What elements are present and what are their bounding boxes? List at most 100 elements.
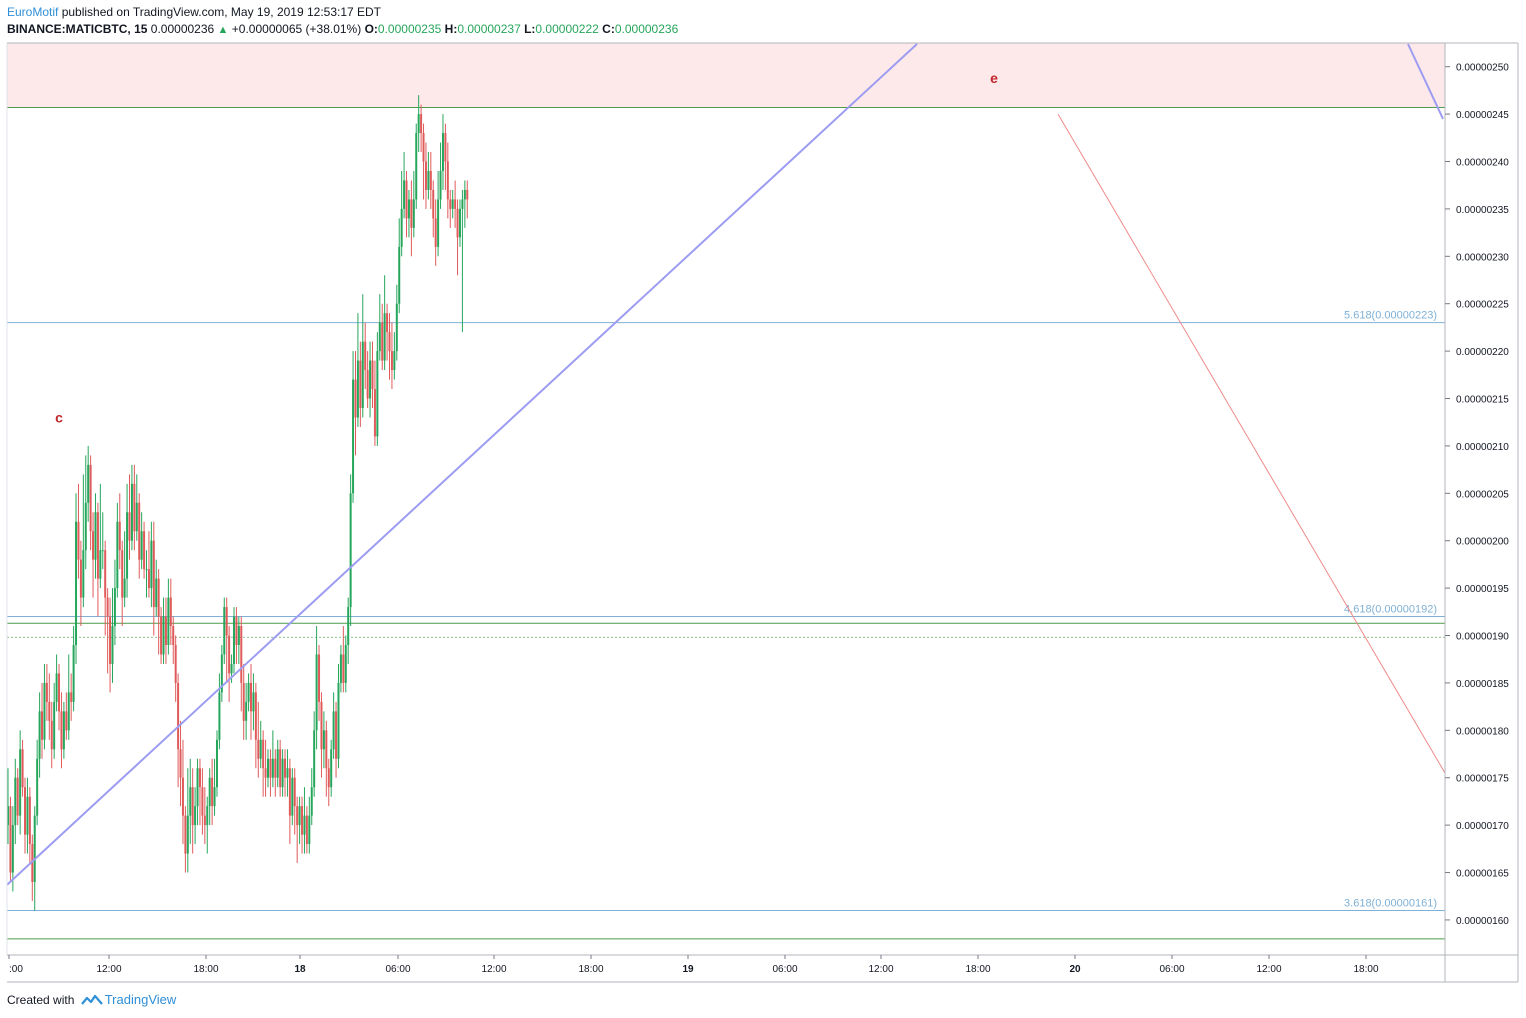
candle-body-down — [446, 161, 449, 200]
candle-body-down — [65, 711, 68, 731]
time-tick-label: 18:00 — [578, 964, 603, 975]
candle-body-up — [55, 673, 58, 702]
descending-trendline — [1407, 43, 1444, 120]
price-tick-label: 0.00000230 — [1456, 252, 1509, 263]
tradingview-logo-icon — [80, 994, 103, 1005]
candle-body-up — [218, 692, 221, 740]
candle-body-up — [383, 313, 386, 361]
price-tick-label: 0.00000235 — [1456, 205, 1509, 216]
candle-body-down — [305, 815, 308, 845]
candle-body-up — [245, 701, 248, 721]
low-value: 0.00000222 — [535, 22, 599, 36]
close-label: C: — [602, 22, 615, 36]
candle-body-up — [194, 806, 197, 826]
candle-body-up — [276, 749, 279, 778]
candle-body-up — [281, 758, 284, 788]
candle-body-up — [130, 483, 133, 541]
fib-level-label: 5.618(0.00000223) — [1344, 310, 1437, 322]
candle-body-up — [463, 189, 466, 200]
candle-body-up — [332, 711, 335, 750]
candle-body-down — [364, 341, 367, 371]
candle-body-down — [386, 313, 389, 333]
price-tick-label: 0.00000180 — [1456, 726, 1509, 737]
candle-body-down — [388, 332, 391, 352]
candle-body-up — [412, 199, 415, 228]
candle-body-down — [104, 550, 107, 598]
candle-body-up — [189, 787, 192, 816]
candle-body-up — [259, 739, 262, 759]
candle-body-down — [325, 730, 328, 769]
candle-body-down — [269, 758, 272, 778]
candle-body-up — [337, 682, 340, 759]
time-tick-label: :00 — [9, 964, 23, 975]
candle-body-down — [41, 711, 44, 740]
candle-body-down — [77, 521, 80, 560]
price-tick-label: 0.00000165 — [1456, 869, 1509, 880]
time-tick-label: 12:00 — [868, 964, 893, 975]
candle-body-down — [211, 777, 214, 807]
candle-body-down — [191, 787, 194, 826]
candle-body-up — [400, 208, 403, 247]
candle-body-down — [24, 787, 27, 835]
time-tick-label: 12:00 — [481, 964, 506, 975]
candle-body-down — [143, 531, 146, 570]
footer: Created with TradingView — [7, 992, 176, 1007]
candle-body-down — [429, 170, 432, 190]
candle-body-up — [26, 796, 29, 835]
up-arrow-icon: ▲ — [217, 24, 229, 36]
time-tick-label: 19 — [682, 964, 694, 975]
publisher-link[interactable]: EuroMotif — [7, 5, 59, 19]
candle-body-up — [208, 777, 211, 807]
candle-body-down — [121, 550, 124, 598]
price-tick-label: 0.00000210 — [1456, 442, 1509, 453]
candle-body-up — [82, 550, 85, 598]
price-tick-label: 0.00000205 — [1456, 489, 1509, 500]
candle-body-up — [67, 692, 70, 731]
time-tick-label: 18:00 — [193, 964, 218, 975]
candle-body-up — [403, 180, 406, 209]
candle-body-up — [393, 351, 396, 371]
time-tick-label: 12:00 — [96, 964, 121, 975]
candle-body-down — [434, 218, 437, 247]
candle-body-up — [11, 825, 14, 873]
close-value: 0.00000236 — [614, 22, 679, 36]
candle-body-down — [366, 370, 369, 399]
price-tick-label: 0.00000215 — [1456, 395, 1509, 406]
symbol-label[interactable]: BINANCE:MATICBTC, 15 — [7, 22, 148, 36]
candle-body-down — [89, 464, 92, 532]
candle-body-up — [286, 768, 289, 778]
candle-body-down — [405, 180, 408, 219]
price-tick-label: 0.00000200 — [1456, 537, 1509, 548]
candle-body-up — [99, 550, 102, 579]
projection-line — [1057, 113, 1446, 774]
candle-body-down — [327, 768, 330, 788]
candle-body-down — [225, 607, 228, 636]
candle-body-up — [145, 569, 148, 571]
candle-body-down — [21, 749, 24, 788]
candle-body-up — [398, 246, 401, 304]
candle-body-down — [318, 654, 321, 702]
candle-body-down — [79, 559, 82, 598]
fib-level-label: 4.618(0.00000192) — [1344, 604, 1437, 616]
candle-body-up — [378, 322, 381, 352]
candle-body-up — [167, 597, 170, 645]
candle-body-down — [48, 701, 51, 721]
low-label: L: — [524, 22, 536, 36]
time-tick-label: 18:00 — [965, 964, 990, 975]
candle-body-up — [206, 806, 209, 826]
time-tick-label: 12:00 — [1256, 964, 1281, 975]
candle-body-down — [257, 739, 260, 759]
wave-label-c: c — [55, 409, 63, 425]
candle-body-down — [128, 512, 131, 541]
candle-body-up — [14, 777, 17, 826]
candle-body-down — [432, 189, 435, 219]
candle-body-down — [466, 189, 469, 200]
candle-body-down — [424, 161, 427, 190]
candle-body-down — [198, 768, 201, 788]
tradingview-brand-link[interactable]: TradingView — [104, 992, 177, 1007]
candle-body-up — [417, 114, 420, 134]
candle-body-up — [395, 303, 398, 352]
candle-body-down — [240, 626, 243, 683]
candle-body-down — [138, 502, 141, 560]
